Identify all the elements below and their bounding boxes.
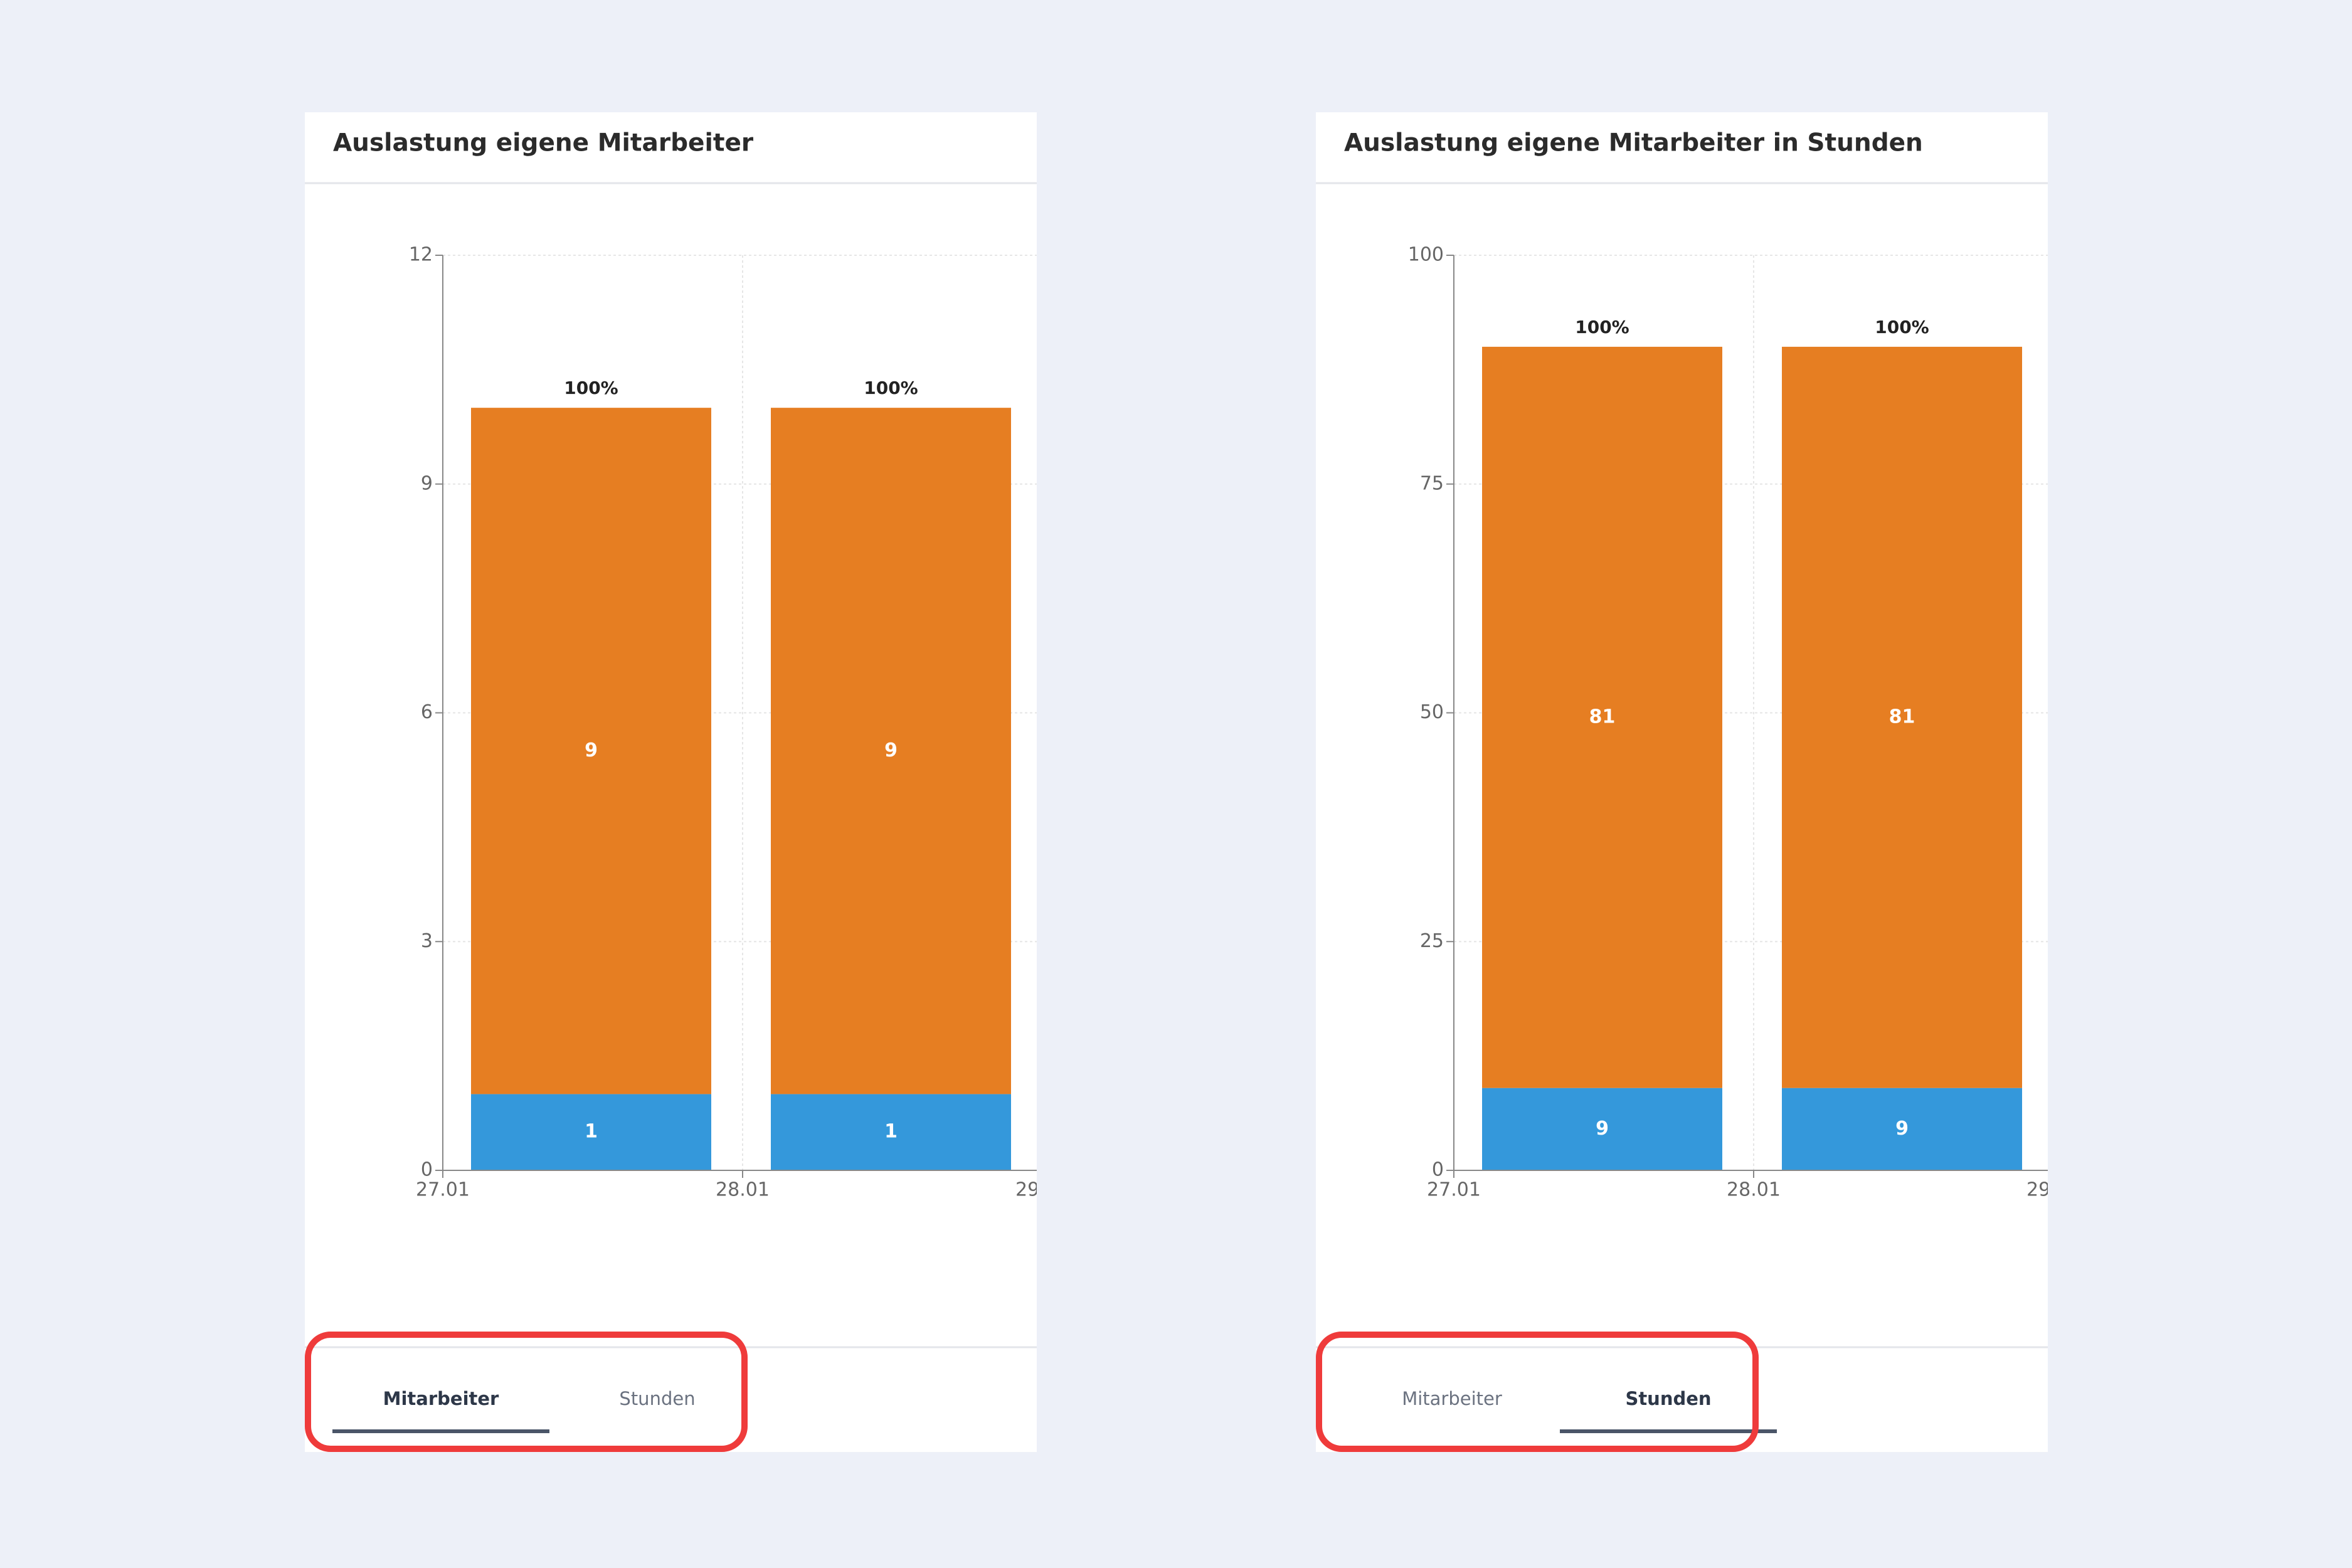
data-label: 9	[1596, 1118, 1609, 1140]
data-label: 9	[1895, 1118, 1909, 1140]
highlight-box	[305, 1332, 748, 1452]
y-tick-label: 100	[1408, 244, 1444, 266]
y-tick-label: 0	[1432, 1159, 1444, 1181]
data-label: 81	[1889, 706, 1915, 728]
highlight-box	[1316, 1332, 1759, 1452]
tab[interactable]: Stunden	[619, 1388, 695, 1409]
chart-title: Auslastung eigene Mitarbeiter in Stunden	[1344, 129, 1923, 157]
bar-segment	[1782, 346, 2022, 1088]
bar-segment	[1482, 1088, 1722, 1170]
bar-segment	[1782, 1088, 2022, 1170]
tab[interactable]: Mitarbeiter	[383, 1388, 499, 1409]
y-tick-label: 12	[409, 244, 433, 266]
y-tick-label: 50	[1420, 701, 1444, 723]
total-label: 100%	[864, 378, 918, 398]
data-label: 9	[884, 739, 898, 761]
y-tick-label: 6	[421, 701, 433, 723]
bar-segment	[771, 408, 1011, 1094]
data-label: 1	[884, 1121, 898, 1143]
x-tick-label: 29.01	[1015, 1179, 1069, 1201]
tab-bar: Mitarbeiter Stunden	[1402, 1388, 1777, 1433]
y-tick-label: 9	[421, 472, 433, 494]
x-tick-label: 29.01	[2026, 1179, 2080, 1201]
chart-panel: Auslastung eigene Mitarbeiter in Stunden…	[1316, 112, 2080, 1452]
data-label: 81	[1589, 706, 1616, 728]
bar-segment	[471, 408, 711, 1094]
x-tick-label: 27.01	[416, 1179, 470, 1201]
y-tick-label: 0	[421, 1159, 433, 1181]
y-tick-label: 25	[1420, 930, 1444, 952]
total-label: 100%	[564, 378, 618, 398]
x-tick-label: 28.01	[1727, 1179, 1781, 1201]
tab-bar: Mitarbeiter Stunden	[332, 1388, 696, 1433]
chart-panel: Auslastung eigene Mitarbeiter 0 3 6 9 12 27.01…	[305, 112, 1069, 1452]
total-label: 100%	[1575, 317, 1629, 337]
bar-segment	[771, 1094, 1011, 1170]
plot: 0 25 50 75 100 27.01 28.01 29.01 9 81 100% 9 81 100%	[1408, 244, 2080, 1201]
x-tick-label: 28.01	[716, 1179, 770, 1201]
total-label: 100%	[1875, 317, 1929, 337]
bar-segment	[471, 1094, 711, 1170]
plot: 0 3 6 9 12 27.01 28.01 29.01 1 9 100% 1 9 100%	[409, 244, 1069, 1201]
y-tick-label: 75	[1420, 472, 1444, 494]
y-tick-label: 3	[421, 930, 433, 952]
x-tick-label: 27.01	[1427, 1179, 1481, 1201]
tab[interactable]: Mitarbeiter	[1402, 1388, 1502, 1409]
bar-segment	[1482, 346, 1722, 1088]
data-label: 9	[585, 739, 598, 761]
chart-title: Auslastung eigene Mitarbeiter	[333, 129, 754, 157]
tab[interactable]: Stunden	[1625, 1388, 1711, 1409]
data-label: 1	[585, 1121, 598, 1143]
